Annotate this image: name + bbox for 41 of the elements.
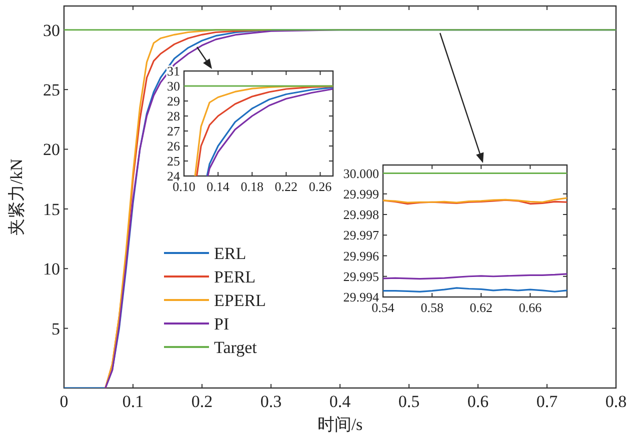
y-tick-label: 29.999 xyxy=(343,186,379,202)
x-tick-label: 0.58 xyxy=(420,300,444,315)
x-tick-label: 0.5 xyxy=(398,392,420,411)
y-axis-title: 夹紧力/kN xyxy=(7,158,26,236)
legend-label: EPERL xyxy=(214,291,266,310)
legend-label: ERL xyxy=(214,244,246,263)
y-tick-label: 29 xyxy=(167,94,180,109)
x-tick-label: 0.18 xyxy=(240,179,264,194)
x-tick-label: 0.3 xyxy=(260,392,282,411)
x-tick-label: 0.22 xyxy=(274,179,298,194)
y-tick-label: 30 xyxy=(167,78,180,94)
x-tick-label: 0.1 xyxy=(122,392,144,411)
legend-label: PERL xyxy=(214,268,256,286)
y-tick-label: 28 xyxy=(167,108,180,124)
x-tick-label: 0 xyxy=(60,392,68,411)
y-tick-label: 10 xyxy=(43,260,60,279)
legend-label: PI xyxy=(214,314,230,334)
x-tick-label: 0.2 xyxy=(191,392,213,411)
y-tick-label: 29.996 xyxy=(343,248,380,264)
y-tick-label: 25 xyxy=(43,80,60,100)
y-tick-label: 15 xyxy=(43,200,60,219)
y-tick-label: 20 xyxy=(43,140,60,160)
x-tick-label: 0.66 xyxy=(518,300,542,315)
x-tick-label: 0.6 xyxy=(467,392,489,411)
y-tick-label: 27 xyxy=(167,124,180,139)
x-tick-label: 0.26 xyxy=(308,179,332,194)
y-tick-label: 29.995 xyxy=(343,268,379,284)
y-tick-label: 29.997 xyxy=(343,228,380,243)
y-tick-label: 26 xyxy=(167,138,180,154)
x-tick-label: 0.62 xyxy=(470,300,493,315)
x-axis-title: 时间/s xyxy=(317,415,363,434)
x-tick-label: 0.14 xyxy=(206,179,230,194)
y-tick-label: 30.000 xyxy=(343,166,379,181)
y-tick-label: 29.998 xyxy=(343,207,379,222)
legend-label: Target xyxy=(214,338,258,357)
y-tick-label: 30 xyxy=(43,20,60,40)
y-tick-label: 25 xyxy=(167,154,180,169)
x-tick-label: 0.4 xyxy=(329,392,352,411)
y-tick-label: 5 xyxy=(52,319,60,338)
x-tick-label: 0.8 xyxy=(605,392,627,411)
x-tick-label: 0.7 xyxy=(536,392,558,411)
